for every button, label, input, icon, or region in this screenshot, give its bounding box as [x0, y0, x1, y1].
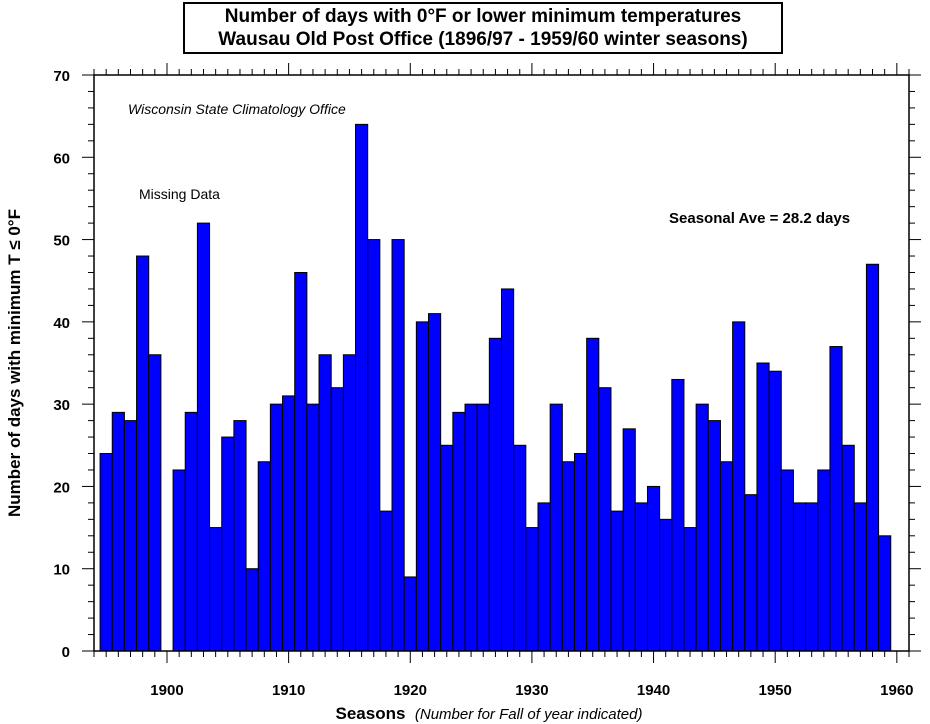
bar-1944: [695, 403, 709, 652]
bar-1948: [744, 494, 758, 652]
bar-1943: [683, 527, 697, 652]
bar-1916: [355, 123, 369, 652]
bar-1928: [501, 288, 515, 652]
bar-1905: [221, 436, 235, 652]
x-tick-label: 1910: [272, 682, 305, 699]
bar-1901: [172, 469, 186, 652]
x-tick-label: 1940: [637, 682, 670, 699]
y-axis-label: Number of days with minimum T ≤ 0°F: [5, 209, 24, 517]
bar-1959: [878, 535, 892, 652]
plot-frame: [93, 74, 910, 652]
bar-1941: [659, 518, 673, 652]
y-tick-label: 60: [53, 150, 70, 167]
y-axis-label-text: Number of days with minimum T ≤ 0°F: [5, 209, 24, 517]
x-axis-label-note: (Number for Fall of year indicated): [415, 706, 643, 723]
bar-1951: [780, 469, 794, 652]
bars-group: [99, 123, 892, 652]
bar-1938: [622, 428, 636, 652]
x-tick-label: 1920: [394, 682, 427, 699]
bar-1936: [598, 387, 612, 652]
bar-1906: [233, 420, 247, 652]
bar-1903: [196, 222, 211, 652]
bar-1911: [294, 271, 308, 652]
bar-1924: [452, 411, 466, 652]
source-annotation: Wisconsin State Climatology Office: [128, 101, 346, 117]
bar-1926: [476, 403, 490, 652]
bar-1934: [573, 453, 588, 652]
bar-1902: [184, 411, 198, 652]
bar-1915: [342, 354, 357, 652]
y-tick-label: 30: [53, 397, 70, 414]
bar-1955: [829, 346, 843, 652]
y-tick-label: 70: [53, 68, 70, 85]
x-tick-label: 1930: [515, 682, 548, 699]
bar-1952: [792, 502, 807, 652]
bar-1923: [440, 444, 454, 652]
bar-1931: [537, 502, 551, 652]
x-tick-label: 1900: [150, 682, 183, 699]
bar-1957: [853, 502, 867, 652]
bar-1898: [136, 255, 150, 652]
chart-title: Number of days with 0°F or lower minimum…: [224, 6, 742, 27]
bar-1930: [525, 527, 539, 652]
x-tick-label: 1960: [880, 682, 913, 699]
bar-1896: [111, 411, 125, 652]
bar-1907: [245, 568, 259, 652]
y-tick-label: 0: [62, 644, 70, 661]
bar-1950: [768, 370, 782, 652]
bar-1949: [756, 362, 770, 652]
bar-1895: [99, 453, 113, 652]
bar-1935: [586, 337, 600, 652]
bar-1939: [634, 502, 648, 652]
bar-1954: [817, 469, 831, 652]
bar-1917: [367, 239, 381, 652]
bar-1956: [841, 444, 855, 652]
bar-1920: [403, 576, 417, 652]
bar-1942: [671, 378, 685, 652]
bar-1910: [282, 395, 296, 652]
bar-1940: [646, 485, 661, 652]
bar-1946: [719, 461, 734, 652]
bar-1953: [805, 502, 819, 652]
bar-1933: [561, 461, 575, 652]
x-tick-label: 1950: [759, 682, 792, 699]
chart-subtitle: Wausau Old Post Office (1896/97 - 1959/6…: [218, 29, 748, 50]
average-annotation: Seasonal Ave = 28.2 days: [669, 210, 850, 227]
bar-1937: [610, 510, 624, 652]
bar-1912: [306, 403, 320, 652]
bar-1925: [464, 403, 478, 652]
y-tick-label: 40: [53, 315, 70, 332]
bar-1947: [732, 321, 746, 652]
bar-1897: [123, 420, 138, 652]
missing-data-annotation: Missing Data: [139, 186, 220, 202]
bar-1904: [209, 527, 223, 652]
bar-1918: [379, 510, 393, 652]
bar-1909: [269, 403, 284, 652]
bar-1945: [707, 420, 721, 652]
bar-1919: [391, 239, 405, 652]
ticks-group: 0 10 20 30 40 50 60 70 1900 1910 1920 1930 1940 1950 1…: [53, 63, 921, 699]
bar-1921: [415, 321, 430, 652]
y-tick-label: 20: [53, 479, 70, 496]
bar-1958: [865, 263, 880, 652]
y-tick-label: 50: [53, 233, 70, 250]
x-axis-label-main: Seasons: [336, 704, 406, 723]
bar-1908: [257, 461, 271, 652]
bar-1913: [318, 354, 332, 652]
bar-1929: [513, 444, 527, 652]
bar-1899: [148, 354, 162, 652]
bar-1914: [330, 387, 344, 652]
chart-title-box: Number of days with 0°F or lower minimum…: [183, 2, 783, 54]
bar-1922: [428, 313, 442, 652]
bar-1927: [488, 337, 502, 652]
y-tick-label: 10: [53, 562, 70, 579]
bar-1932: [549, 403, 563, 652]
x-axis-label: Seasons (Number for Fall of year indicat…: [336, 704, 643, 723]
